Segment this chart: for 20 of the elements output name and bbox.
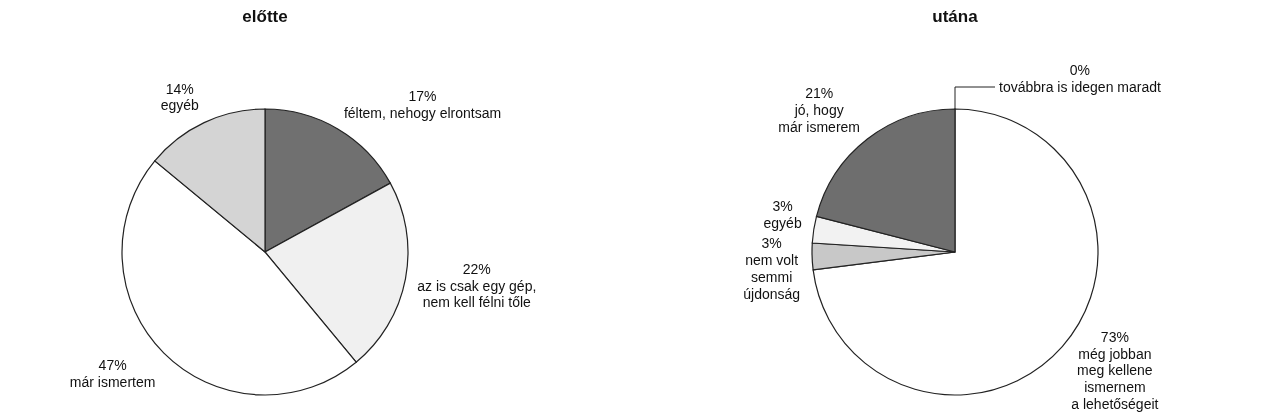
data-label: 47% <box>98 356 127 373</box>
slice-label: féltem, nehogy elrontsam <box>343 104 502 121</box>
category-label: továbbra is idegen maradt <box>999 79 1161 95</box>
chart-title: utána <box>932 7 979 26</box>
data-label: 73% <box>1100 328 1129 345</box>
data-label: 14% <box>165 80 194 97</box>
data-label: 22% <box>462 260 491 277</box>
slice-label: még jobban meg kellene ismernem a lehetőségeit <box>1071 345 1159 412</box>
data-label: 3% <box>772 198 793 215</box>
text: 0% <box>1069 62 1091 79</box>
data-label: 21% <box>805 85 834 102</box>
slice-label: már ismertem <box>69 373 156 390</box>
data-label: 3% <box>761 235 782 252</box>
slice-label: jó, hogy már ismerem <box>778 101 860 135</box>
slice-label: az is csak egy gép, nem kell félni tőle <box>417 277 537 311</box>
slice-label: nem volt semmi újdonság <box>743 251 801 302</box>
slice-label: egyéb <box>160 97 199 114</box>
data-label: 17% <box>408 88 437 105</box>
chart-title: előtte <box>242 7 288 26</box>
slice-label: egyéb <box>763 215 802 232</box>
